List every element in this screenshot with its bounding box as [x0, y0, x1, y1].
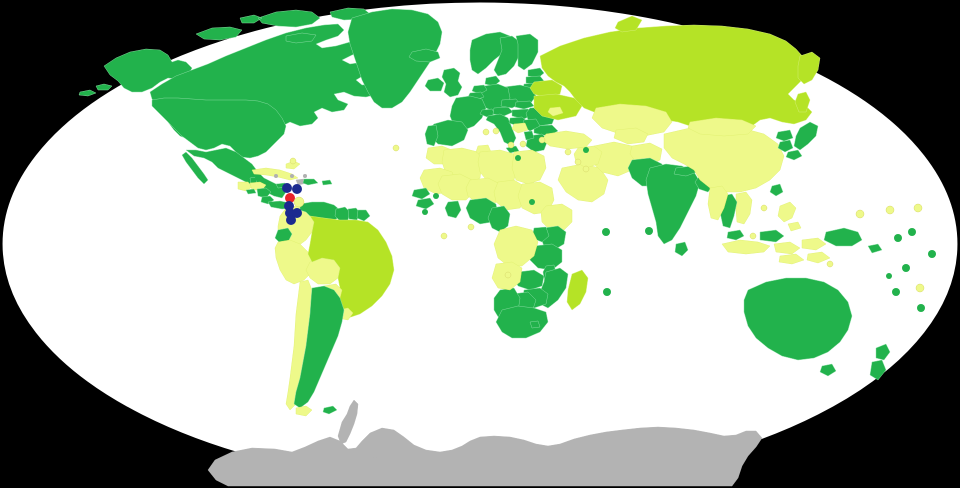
country-dominican-republic — [302, 178, 319, 186]
country-french-guiana — [356, 209, 371, 222]
country-slovakia — [514, 100, 535, 110]
country-estonia — [527, 67, 545, 79]
country-senegal — [411, 187, 431, 200]
antarctic-island-2 — [315, 440, 333, 451]
country-vietnam — [735, 191, 753, 225]
country-cuba — [251, 167, 299, 181]
country-new-zealand — [869, 343, 891, 381]
country-philippines — [777, 201, 802, 232]
country-ethiopia — [540, 203, 573, 231]
tierra-del-fuego — [295, 405, 313, 417]
country-south-korea — [777, 139, 794, 153]
country-netherlands — [471, 84, 488, 95]
country-lesotho — [529, 320, 541, 329]
falkland-islands — [322, 405, 338, 415]
country-madagascar — [566, 269, 589, 311]
country-denmark — [484, 75, 501, 87]
country-nicaragua — [256, 187, 272, 199]
country-peru — [274, 239, 315, 285]
marker-trinidad-and-tobago — [292, 208, 302, 218]
country-mongolia — [687, 117, 757, 137]
country-puerto-rico — [321, 179, 333, 186]
country-solomon-islands — [867, 243, 883, 254]
country-north-korea — [775, 129, 794, 142]
country-austria — [492, 106, 514, 117]
kamchatka — [797, 51, 821, 85]
country-russia — [539, 24, 813, 133]
country-portugal — [424, 124, 439, 147]
country-bosnia-and-herzegovina — [511, 122, 529, 134]
country-ghana — [444, 200, 462, 219]
country-mali — [437, 173, 475, 201]
country-dr-congo — [493, 225, 539, 267]
aleutian-islands — [78, 83, 113, 97]
country-honduras — [249, 181, 267, 191]
country-tasmania — [819, 363, 837, 377]
country-guinea — [415, 197, 435, 210]
marker-barbados — [293, 196, 305, 208]
country-taiwan — [769, 183, 784, 197]
country-ireland — [424, 77, 445, 92]
sakhalin — [794, 91, 811, 113]
baja-california — [181, 151, 209, 185]
country-finland — [515, 33, 539, 71]
country-greenland — [347, 8, 443, 109]
country-el-salvador — [245, 188, 257, 195]
antarctic-island-1 — [371, 455, 393, 465]
country-argentina — [293, 285, 345, 409]
country-guatemala — [237, 181, 253, 192]
country-indonesia — [721, 237, 831, 265]
country-papua-new-guinea — [823, 227, 863, 247]
country-myanmar — [707, 185, 729, 221]
country-australia — [743, 277, 853, 361]
caribbean-markers — [282, 183, 305, 225]
island-dots-green — [235, 147, 936, 312]
marker-dominica — [285, 193, 295, 203]
novaya-zemlya — [614, 15, 643, 33]
country-malaysia — [726, 229, 785, 243]
country-united-states — [151, 97, 287, 159]
antarctic-peninsula — [337, 399, 359, 445]
island-dots-pale — [289, 127, 925, 293]
country-japan — [785, 121, 819, 161]
country-sri-lanka — [674, 241, 689, 257]
country-albania — [523, 130, 535, 141]
landmasses — [78, 7, 936, 487]
country-chad — [493, 179, 527, 211]
island-dots-gray — [274, 174, 307, 178]
marker-saint-kitts-and-nevis — [292, 184, 302, 194]
country-south-africa — [495, 305, 549, 339]
country-iceland — [408, 48, 441, 63]
country-kazakhstan — [591, 103, 673, 137]
marker-antigua-and-barbuda — [282, 183, 292, 193]
country-moldova — [547, 106, 564, 117]
country-antarctica — [207, 426, 763, 487]
country-uzbekistan — [613, 127, 649, 145]
marker-grenada — [286, 215, 296, 225]
country-united-kingdom — [441, 67, 463, 98]
